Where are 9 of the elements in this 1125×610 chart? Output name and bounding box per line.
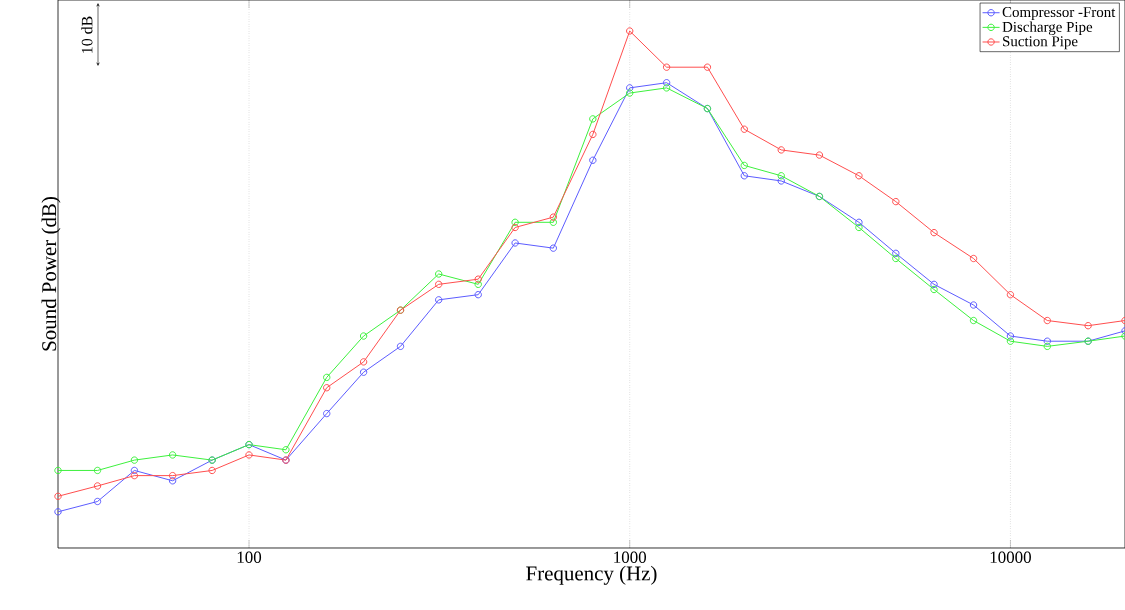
legend-label: Compressor -Front <box>1002 7 1116 21</box>
annotation: 10 dB <box>81 16 93 53</box>
x-axis-title: Frequency (Hz) <box>526 565 657 585</box>
legend-label: Suction Pipe <box>1003 36 1078 50</box>
legend-label: Discharge Pipe <box>1002 21 1093 36</box>
x-tick-label: 1000 <box>614 551 647 563</box>
y-axis-title: Sound Power (dB) <box>41 197 61 351</box>
x-tick-label: 10000 <box>990 551 1031 563</box>
x-tick-label: 100 <box>237 551 262 563</box>
